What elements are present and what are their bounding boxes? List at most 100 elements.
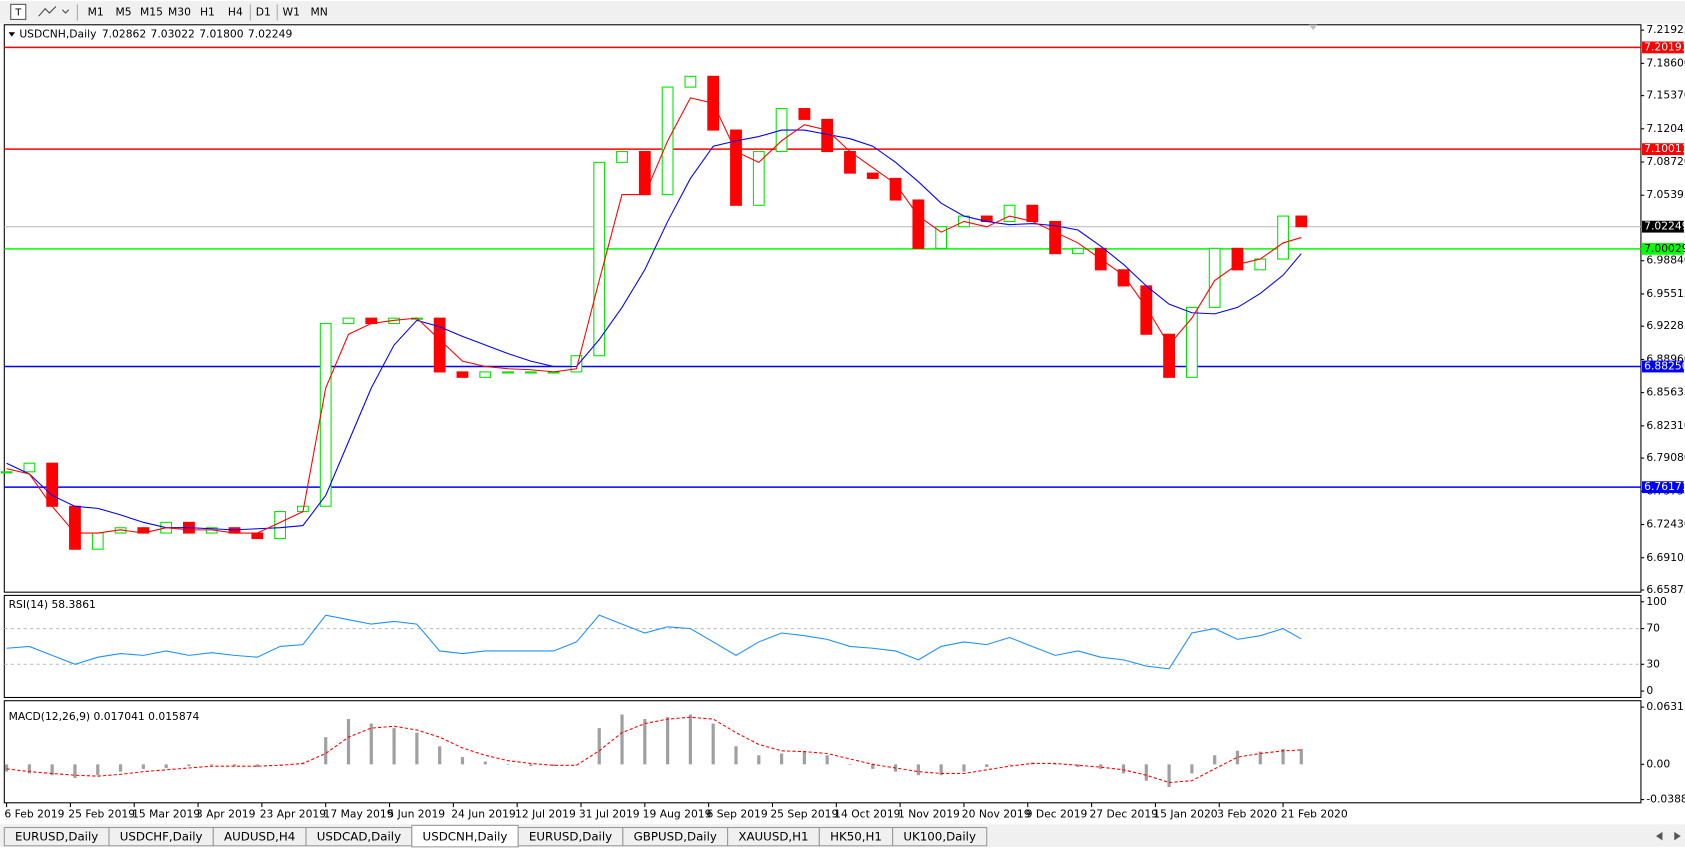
macd-bar [871, 764, 875, 769]
tab[interactable]: EURUSD,Daily [517, 826, 624, 847]
candle [1295, 215, 1308, 228]
y-tick-label: 6.92285 [1646, 319, 1685, 332]
level-tag [1642, 360, 1684, 373]
timeframe-button[interactable]: D1 [256, 5, 271, 18]
macd-bar [848, 764, 852, 765]
level-tag [1642, 143, 1684, 156]
timeframe-button[interactable]: M1 [88, 5, 104, 18]
candle [889, 177, 902, 201]
level-label: 7.20193 [1644, 40, 1685, 53]
toolbar [0, 1, 1685, 24]
tab-label: USDCNH,Daily [423, 830, 508, 844]
x-tick-label: 14 Oct 2019 [834, 808, 901, 821]
x-tick-label: 3 Apr 2019 [196, 808, 256, 821]
tab[interactable]: AUDUSD,H4 [212, 826, 307, 847]
x-tick-label: 1 Nov 2019 [898, 808, 960, 821]
macd-bar [141, 764, 145, 769]
tab-label: USDCHF,Daily [120, 830, 203, 844]
timeframe-button[interactable]: W1 [282, 5, 299, 18]
x-tick-label: 24 Jun 2019 [451, 808, 516, 821]
y-tick-label: 100 [1646, 595, 1667, 608]
macd-bar [666, 717, 670, 765]
macd-bar [324, 737, 328, 765]
text-tool[interactable] [10, 3, 27, 20]
content: M1 M5 M15 M30 H1 H4 D1 W1 MN 7.21925 7.18600 7.1537… [0, 5, 1685, 848]
timeframe-button[interactable]: M30 [168, 5, 191, 18]
candle [69, 505, 81, 550]
macd-bar [27, 764, 31, 774]
tab-label: HK50,H1 [830, 830, 882, 844]
y-tick-label: 70 [1646, 622, 1660, 635]
tab[interactable]: USDCNH,Daily [411, 824, 519, 848]
macd-bar [802, 750, 806, 765]
tab[interactable]: HK50,H1 [818, 826, 894, 847]
x-tick-label: 9 Dec 2019 [1026, 808, 1088, 821]
macd-bar [1099, 764, 1103, 769]
y-tick-label: 7.21925 [1646, 23, 1685, 36]
timeframe-button[interactable]: H1 [200, 5, 215, 18]
x-tick-label: 21 Feb 2020 [1281, 808, 1348, 821]
candle [752, 151, 765, 206]
level-label: 7.10011 [1644, 142, 1685, 155]
macd-bar [1144, 764, 1148, 781]
candle [456, 371, 469, 378]
y-tick-label: 6.98840 [1646, 254, 1685, 267]
tab[interactable]: GBPUSD,Daily [622, 826, 729, 847]
candle [593, 161, 606, 357]
quote-value: 7.01800 [199, 27, 244, 40]
macd-bar [985, 764, 989, 768]
tab[interactable]: XAUUSD,H1 [727, 826, 820, 847]
y-tick-label: 6.82310 [1646, 419, 1685, 432]
macd-bar [278, 764, 282, 765]
timeframe-button[interactable]: MN [311, 5, 328, 18]
tab-scroll[interactable] [1655, 831, 1681, 841]
macd-bar [506, 764, 510, 765]
x-tick-label: 23 Apr 2019 [260, 808, 327, 821]
title-triangle [8, 32, 16, 37]
candle [319, 323, 332, 507]
y-tick-label: 6.95515 [1646, 287, 1685, 300]
tab-box [892, 826, 988, 847]
candle [616, 151, 628, 163]
macd-bar [4, 764, 9, 772]
x-tick-label: 25 Feb 2019 [68, 808, 135, 821]
macd-bar [620, 714, 624, 765]
timeframe-button[interactable]: H4 [228, 5, 243, 18]
macd-bar [369, 723, 373, 765]
candle [730, 129, 742, 206]
macd-bar [460, 757, 465, 765]
signal-line [6, 716, 1302, 784]
macd-bar [483, 761, 487, 765]
rsi-line [6, 614, 1302, 670]
candle [866, 172, 879, 179]
candle [1231, 247, 1244, 271]
candle [479, 371, 492, 378]
tab[interactable]: EURUSD,Daily [3, 826, 110, 847]
macd-bar [50, 764, 54, 776]
y-tick-label: 0.00 [1646, 757, 1670, 770]
tab[interactable]: USDCHF,Daily [108, 826, 214, 847]
tab[interactable]: USDCAD,Daily [305, 826, 413, 847]
x-tick-label: 17 May 2019 [324, 808, 394, 821]
tab-label: USDCAD,Daily [317, 830, 401, 844]
y-tick-label: 7.08720 [1646, 155, 1685, 168]
level-label: 7.00029 [1644, 242, 1685, 255]
y-tick-label: 7.18600 [1646, 56, 1685, 69]
shapes-tool[interactable] [38, 6, 70, 17]
timeframe-button[interactable]: M5 [116, 5, 132, 18]
candle [1072, 247, 1084, 255]
x-tick-label: 12 Jul 2019 [515, 808, 576, 821]
x-tick-label: 6 Sep 2019 [706, 808, 767, 821]
last-price-label: 7.02249 [1644, 220, 1685, 233]
candle [1003, 204, 1016, 223]
macd-bar [1235, 750, 1240, 765]
macd-bar [392, 728, 396, 765]
macd-bar [552, 764, 556, 767]
timeframe-button[interactable]: M15 [140, 5, 163, 18]
x-tick-label: 19 Aug 2019 [643, 808, 712, 821]
macd-bar [1213, 755, 1217, 765]
macd-bar [757, 755, 761, 765]
macd-panel [3, 700, 1642, 804]
tab[interactable]: UK100,Daily [892, 826, 988, 847]
